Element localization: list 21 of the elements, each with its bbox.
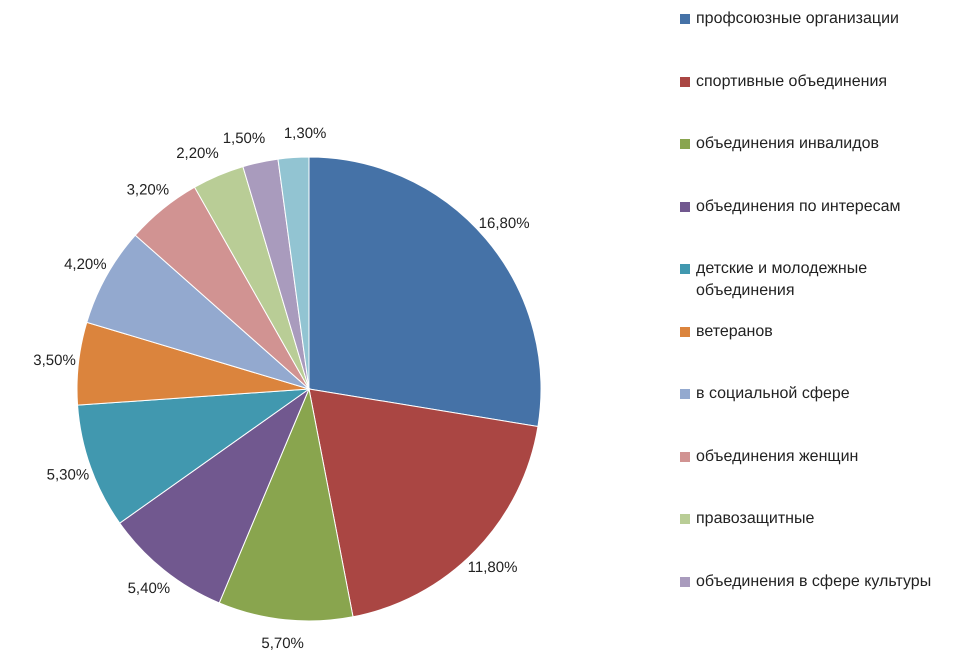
data-label: 3,50% [33, 352, 76, 370]
legend-label: объединения инвалидов [696, 134, 879, 154]
legend-label: объединения по интересам [696, 196, 900, 216]
data-label: 1,30% [284, 125, 326, 142]
data-label: 16,80% [478, 214, 530, 232]
data-label: 4,20% [64, 256, 107, 273]
legend-label: правозащитные [696, 509, 814, 529]
data-label: 11,80% [468, 558, 518, 576]
legend-label: профсоюзные организации [696, 9, 899, 29]
legend-label: объединения женщин [696, 446, 858, 466]
legend-label: ветеранов [696, 322, 773, 342]
legend-label: спортивные объединения [696, 72, 888, 92]
legend-label: в социальной сфере [696, 384, 850, 404]
legend-label: объединения в сфере культуры [696, 572, 932, 592]
data-label: 5,40% [128, 580, 170, 598]
data-label: 2,20% [176, 144, 219, 162]
data-label: 5,30% [46, 466, 90, 484]
data-label: 3,20% [126, 182, 170, 199]
legend-label: детские и молодежные объединения [696, 259, 868, 301]
data-label: 5,70% [261, 635, 304, 652]
data-label: 1,50% [222, 130, 266, 148]
